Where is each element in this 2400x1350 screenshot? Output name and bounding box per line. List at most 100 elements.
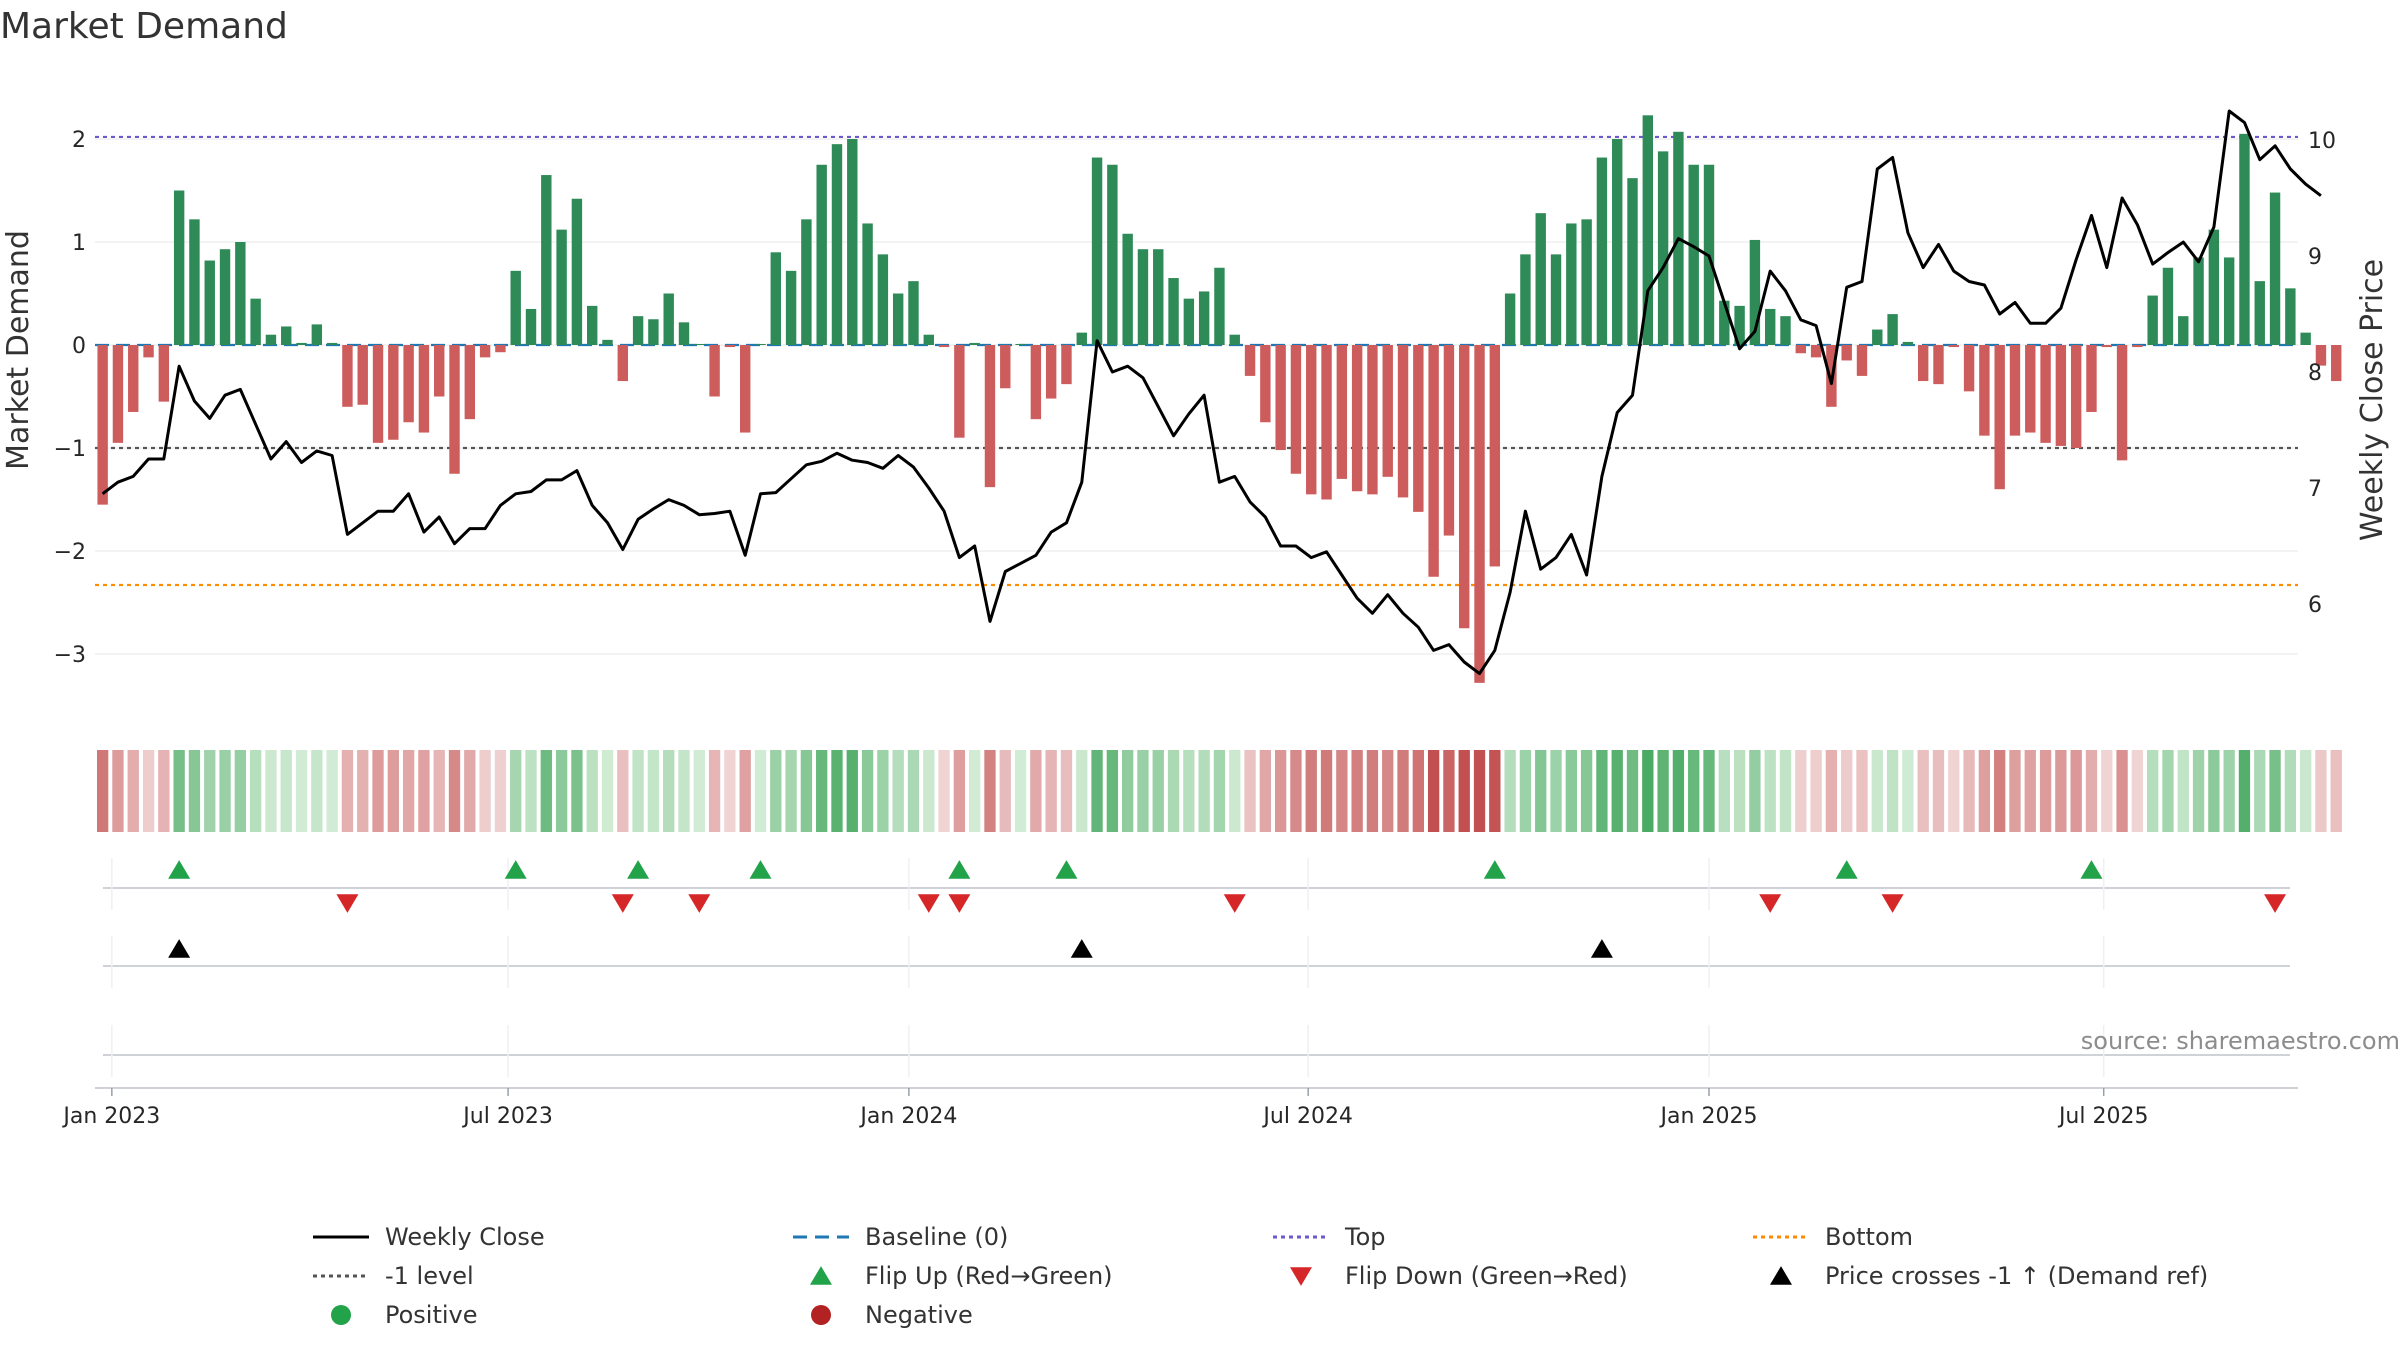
heat-cell-2 <box>127 750 139 832</box>
demand-bar-116 <box>1872 329 1883 345</box>
demand-bar-9 <box>235 242 246 345</box>
demand-bar-25 <box>479 345 491 358</box>
demand-bar-109 <box>1764 308 1776 345</box>
heat-cell-66 <box>1106 750 1119 832</box>
demand-bar-28 <box>525 308 537 345</box>
demand-bar-143 <box>2285 288 2296 345</box>
demand-heat-strip <box>96 750 2342 832</box>
demand-bar-131 <box>2101 345 2112 348</box>
demand-bar-117 <box>1887 314 1898 345</box>
heat-cell-85 <box>1397 750 1409 832</box>
heat-cell-136 <box>2177 750 2189 832</box>
heat-cell-86 <box>1412 750 1424 832</box>
weekly-close-line <box>101 109 2322 676</box>
demand-bar-101 <box>1642 115 1654 345</box>
heat-cell-8 <box>219 750 231 832</box>
heat-cell-63 <box>1060 750 1073 832</box>
heat-cell-59 <box>999 750 1011 832</box>
demand-bar-121 <box>1948 345 1959 348</box>
flip-down-marker-0 <box>336 894 359 913</box>
heat-cell-72 <box>1198 750 1210 832</box>
demand-bar-29 <box>541 175 552 345</box>
heat-cell-41 <box>724 750 736 832</box>
demand-bar-93 <box>1520 254 1531 345</box>
demand-bar-2 <box>128 345 139 412</box>
heat-cell-121 <box>1948 750 1960 832</box>
demand-bar-133 <box>2132 345 2143 348</box>
flip-up-marker-2 <box>627 860 650 879</box>
reference-lines <box>95 135 2298 587</box>
demand-bar-44 <box>770 252 781 345</box>
heat-cell-112 <box>1810 750 1822 832</box>
demand-bar-53 <box>908 281 919 345</box>
heat-cell-39 <box>693 750 705 832</box>
legend-label-bottom: Bottom <box>1825 1223 1913 1251</box>
demand-bar-57 <box>969 342 980 345</box>
y2-tick-label-4: 6 <box>2308 593 2322 618</box>
heat-cell-82 <box>1351 750 1363 832</box>
heat-cell-51 <box>877 750 889 832</box>
empty-marker-row <box>103 1025 2290 1077</box>
heat-cell-143 <box>2284 750 2297 832</box>
demand-bar-102 <box>1657 151 1669 345</box>
demand-bar-63 <box>1061 345 1072 385</box>
heat-cell-30 <box>555 750 568 832</box>
demand-bar-18 <box>372 345 384 443</box>
demand-bar-115 <box>1856 345 1868 376</box>
demand-bar-74 <box>1229 334 1240 345</box>
demand-bar-84 <box>1382 345 1393 477</box>
heat-cell-145 <box>2315 750 2327 832</box>
demand-bar-8 <box>219 249 231 345</box>
legend-label-price-cross: Price crosses -1 ↑ (Demand ref) <box>1825 1262 2208 1290</box>
heat-cell-97 <box>1580 750 1593 832</box>
demand-bar-130 <box>2086 345 2097 412</box>
demand-bar-33 <box>602 339 613 345</box>
flip-up-marker-5 <box>1055 860 1078 879</box>
heat-cell-123 <box>1978 750 1991 832</box>
demand-bar-6 <box>189 219 200 345</box>
heat-cell-18 <box>372 750 384 832</box>
demand-bar-42 <box>739 345 751 433</box>
heat-cell-81 <box>1336 750 1348 832</box>
heat-cell-87 <box>1427 750 1440 832</box>
demand-bar-46 <box>801 219 812 345</box>
heat-cell-100 <box>1626 750 1639 832</box>
heat-cell-36 <box>647 750 660 832</box>
y-tick-label-1: 1 <box>72 231 86 256</box>
heat-cell-54 <box>923 750 935 832</box>
heat-cell-38 <box>678 750 690 832</box>
demand-bar-91 <box>1489 345 1501 567</box>
demand-bar-95 <box>1550 254 1562 345</box>
heat-cell-142 <box>2269 750 2281 832</box>
y-tick-label-3: −1 <box>54 437 86 462</box>
legend-swatch-flip-up <box>810 1266 832 1285</box>
legend-label-flip-up: Flip Up (Red→Green) <box>865 1262 1113 1290</box>
heat-cell-119 <box>1917 750 1929 832</box>
demand-bar-112 <box>1810 345 1822 358</box>
demand-bar-127 <box>2040 345 2051 443</box>
demand-bar-64 <box>1076 332 1087 345</box>
demand-bar-11 <box>265 334 277 345</box>
demand-bar-41 <box>724 345 736 348</box>
heat-cell-131 <box>2101 750 2113 832</box>
source-credit: source: sharemaestro.com <box>2081 1027 2400 1055</box>
y2-tick-label-3: 7 <box>2308 477 2322 502</box>
heat-cell-120 <box>1932 750 1945 832</box>
heat-cell-52 <box>892 750 904 832</box>
heat-cell-20 <box>402 750 415 832</box>
demand-bar-60 <box>1015 343 1026 345</box>
demand-bar-80 <box>1321 345 1332 500</box>
demand-bar-51 <box>877 254 889 345</box>
heat-cell-130 <box>2085 750 2098 832</box>
heat-cell-107 <box>1733 750 1746 832</box>
demand-bar-20 <box>403 345 414 423</box>
heat-cell-6 <box>188 750 201 832</box>
heat-cell-80 <box>1320 750 1333 832</box>
demand-bar-89 <box>1459 345 1470 629</box>
demand-bar-128 <box>2055 345 2067 446</box>
legend-label-minus-one: -1 level <box>385 1262 474 1290</box>
heat-cell-33 <box>601 750 614 832</box>
demand-bar-99 <box>1612 139 1623 345</box>
